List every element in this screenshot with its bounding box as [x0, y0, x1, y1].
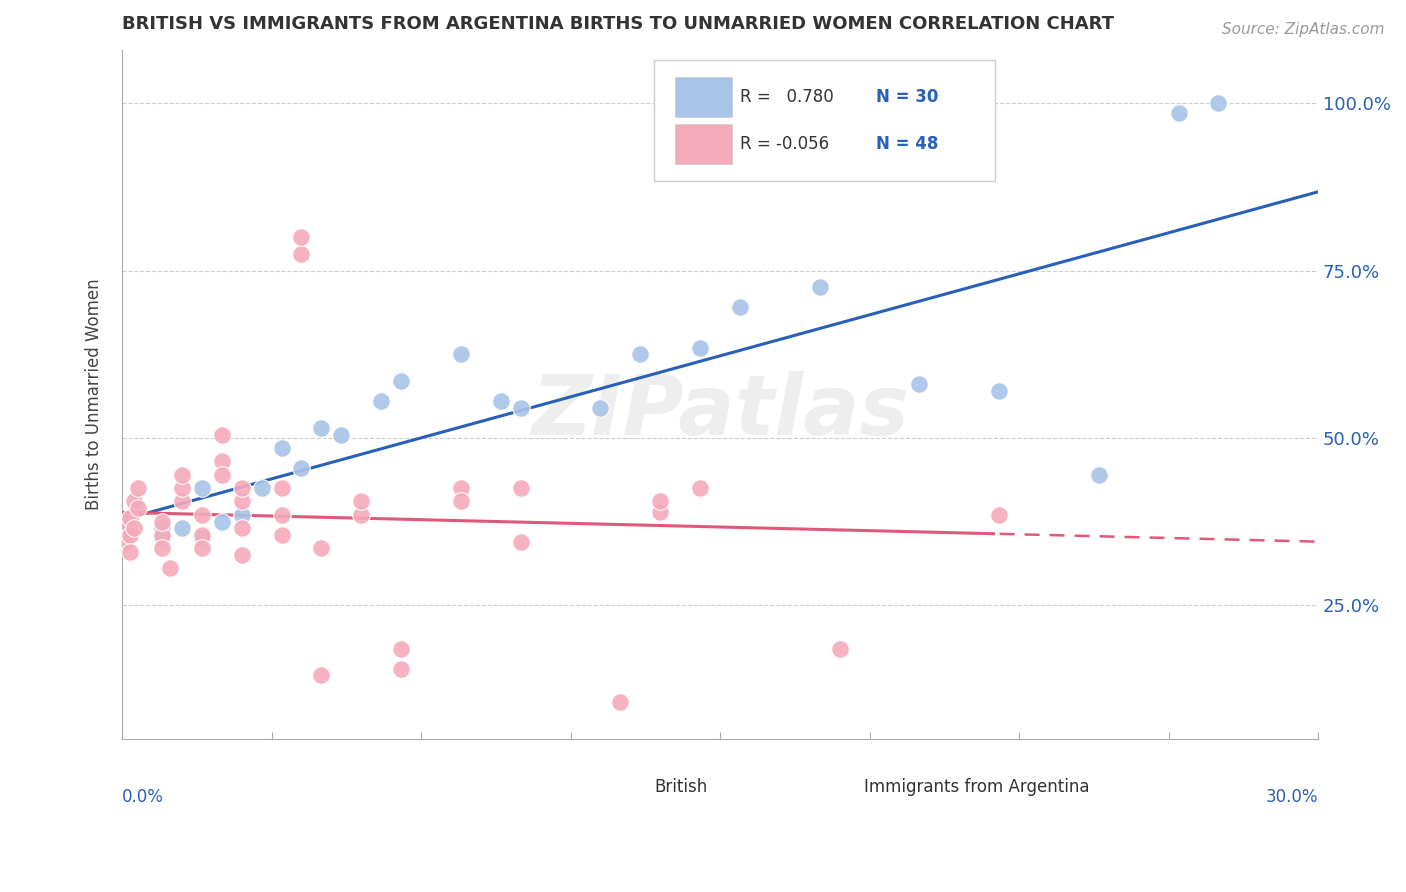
Point: [191, 531, 214, 545]
Point: [509, 401, 531, 415]
Point: [122, 494, 145, 508]
Point: [828, 641, 851, 656]
Point: [370, 394, 392, 409]
Point: [589, 401, 612, 415]
Point: [231, 481, 253, 495]
Point: [150, 528, 173, 542]
Point: [270, 481, 292, 495]
Point: [1088, 467, 1111, 482]
Point: [127, 501, 149, 516]
Point: [122, 521, 145, 535]
Text: N = 48: N = 48: [876, 135, 938, 153]
FancyBboxPatch shape: [675, 78, 733, 118]
Point: [450, 481, 472, 495]
Point: [389, 662, 412, 676]
Point: [988, 384, 1011, 398]
Point: [150, 515, 173, 529]
Point: [118, 511, 141, 525]
Point: [908, 377, 931, 392]
Text: Immigrants from Argentina: Immigrants from Argentina: [863, 778, 1090, 796]
Point: [489, 394, 512, 409]
Point: [450, 347, 472, 361]
Y-axis label: Births to Unmarried Women: Births to Unmarried Women: [86, 278, 103, 510]
Point: [1167, 106, 1189, 120]
Point: [118, 544, 141, 558]
Point: [650, 494, 672, 508]
Point: [988, 508, 1011, 522]
Point: [689, 341, 711, 355]
Text: ZIPatlas: ZIPatlas: [531, 371, 910, 452]
Point: [170, 521, 193, 535]
Point: [231, 548, 253, 562]
Point: [150, 531, 173, 545]
Point: [1208, 96, 1230, 111]
Text: BRITISH VS IMMIGRANTS FROM ARGENTINA BIRTHS TO UNMARRIED WOMEN CORRELATION CHART: BRITISH VS IMMIGRANTS FROM ARGENTINA BIR…: [122, 15, 1114, 33]
Point: [270, 441, 292, 455]
Point: [330, 427, 353, 442]
Point: [231, 521, 253, 535]
Point: [191, 508, 214, 522]
Point: [650, 504, 672, 518]
Point: [808, 280, 831, 294]
Point: [509, 481, 531, 495]
Text: R = -0.056: R = -0.056: [741, 135, 830, 153]
Point: [115, 534, 138, 549]
Point: [191, 481, 214, 495]
Point: [389, 641, 412, 656]
Point: [290, 230, 312, 244]
FancyBboxPatch shape: [675, 124, 733, 163]
Point: [311, 541, 333, 556]
Point: [290, 461, 312, 475]
Point: [170, 481, 193, 495]
Point: [231, 494, 253, 508]
Text: Source: ZipAtlas.com: Source: ZipAtlas.com: [1222, 22, 1385, 37]
Point: [250, 481, 273, 495]
Point: [211, 427, 233, 442]
Point: [170, 467, 193, 482]
Point: [211, 515, 233, 529]
Point: [211, 467, 233, 482]
Point: [191, 541, 214, 556]
Point: [628, 347, 651, 361]
Point: [270, 508, 292, 522]
Point: [311, 421, 333, 435]
Point: [311, 668, 333, 682]
Point: [389, 374, 412, 388]
Point: [150, 541, 173, 556]
Point: [170, 494, 193, 508]
Point: [290, 247, 312, 261]
Point: [350, 508, 373, 522]
Point: [159, 561, 181, 575]
Point: [150, 521, 173, 535]
Point: [191, 528, 214, 542]
Point: [728, 301, 751, 315]
FancyBboxPatch shape: [654, 60, 995, 181]
Text: N = 30: N = 30: [876, 88, 938, 106]
Point: [115, 534, 138, 549]
Text: British: British: [654, 778, 707, 796]
Text: R =   0.780: R = 0.780: [741, 88, 834, 106]
Text: 0.0%: 0.0%: [122, 788, 165, 805]
Point: [127, 481, 149, 495]
Point: [211, 454, 233, 468]
Text: 30.0%: 30.0%: [1265, 788, 1319, 805]
Point: [118, 528, 141, 542]
FancyBboxPatch shape: [582, 772, 640, 801]
Point: [450, 494, 472, 508]
Point: [350, 494, 373, 508]
Point: [689, 481, 711, 495]
Point: [115, 515, 138, 529]
Point: [609, 695, 631, 709]
Point: [115, 515, 138, 529]
Point: [231, 508, 253, 522]
FancyBboxPatch shape: [792, 772, 849, 801]
Point: [509, 534, 531, 549]
Point: [118, 528, 141, 542]
Point: [270, 528, 292, 542]
